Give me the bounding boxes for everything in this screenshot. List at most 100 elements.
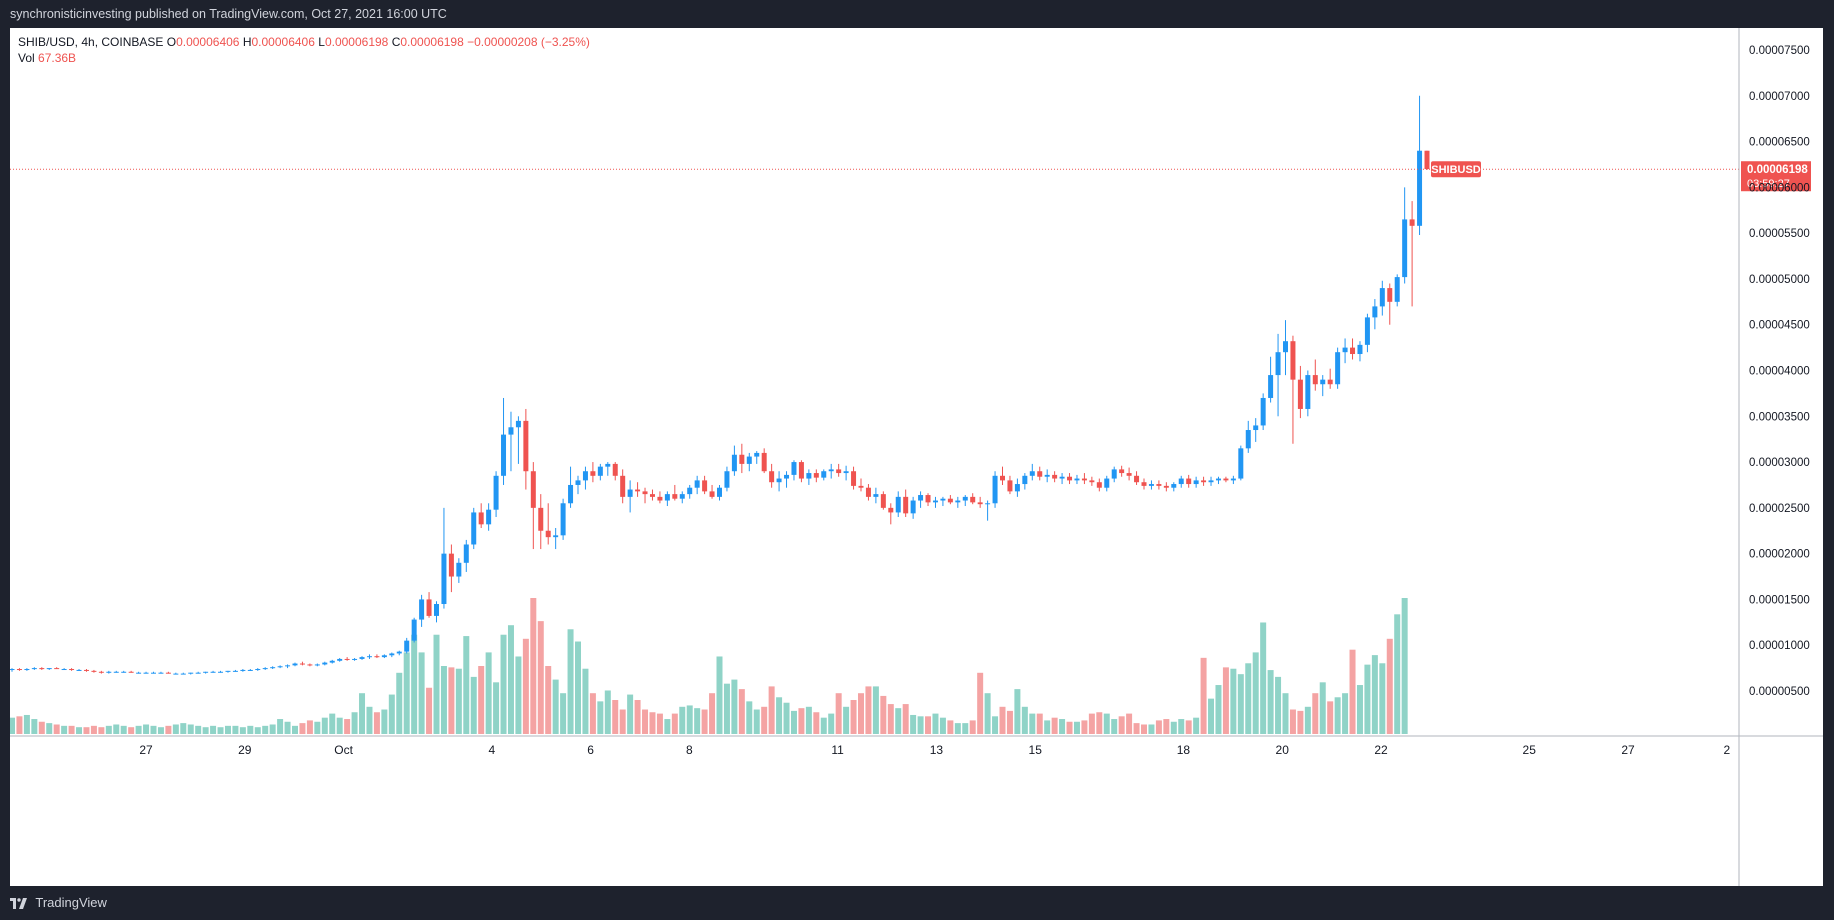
candle-body [1163, 485, 1169, 488]
candle-body [173, 673, 179, 675]
y-tick-label: 0.00002500 [1749, 503, 1810, 515]
candle-body [247, 669, 253, 671]
volume-bar [1208, 698, 1215, 734]
candle-body [463, 544, 469, 563]
volume-bar [1260, 622, 1267, 734]
volume-label: Vol [18, 51, 35, 65]
candle-body [396, 651, 402, 654]
candle-body [501, 434, 507, 476]
y-tick-label: 0.00006000 [1749, 182, 1810, 194]
candle-body [1327, 379, 1333, 385]
symbol-tag-label: SHIBUSD [1431, 164, 1481, 176]
last-price-axis-tag: 0.00006198 03:59:27 [1741, 161, 1811, 192]
candle-body [493, 475, 499, 510]
volume-bar [76, 727, 83, 734]
candle-body [255, 669, 261, 671]
volume-bar [969, 720, 976, 734]
high-value: 0.00006406 [251, 35, 315, 49]
candle-body [262, 668, 268, 670]
volume-bar [10, 717, 15, 734]
y-tick-label: 0.00004500 [1749, 320, 1810, 332]
volume-bar [411, 634, 418, 734]
x-tick-label: 2 [1723, 743, 1730, 757]
candle-body [1260, 397, 1266, 426]
x-tick-label: 27 [1621, 743, 1635, 757]
candle-body [1312, 375, 1318, 385]
volume-bar [292, 725, 298, 734]
volume-bar [1289, 709, 1296, 734]
candle-body [1186, 478, 1192, 485]
volume-bar [1386, 638, 1393, 734]
volume-bar [254, 727, 261, 734]
candle-body [1134, 475, 1140, 483]
price-chart[interactable]: SHIBUSD 0.00006198 03:59:27 0.00000500 0.00… [10, 28, 1823, 886]
volume-bar [440, 666, 447, 734]
volume-bar [843, 706, 850, 734]
candle-body [806, 473, 812, 479]
candle-body [672, 494, 678, 499]
candle-body [620, 475, 626, 497]
volume-bar [83, 727, 90, 734]
volume-bar [1126, 713, 1133, 734]
publisher-text: synchronisticinvesting published on Trad… [10, 7, 447, 21]
volume-bar [776, 697, 783, 734]
chart-frame[interactable]: SHIBUSD 0.00006198 03:59:27 0.00000500 0.00… [10, 28, 1823, 886]
candle-body [61, 669, 67, 671]
volume-bar [738, 689, 745, 734]
volume-bar [999, 706, 1006, 734]
volume-bar [872, 686, 879, 734]
candle-body [530, 471, 536, 508]
volume-bar [1051, 717, 1058, 734]
candle-body [434, 604, 439, 616]
volume-bar [939, 717, 946, 734]
candle-body [1335, 352, 1341, 385]
volume-bar [1349, 649, 1356, 734]
volume-bar [210, 725, 217, 734]
volume-bar [627, 694, 634, 734]
candle-body [702, 480, 708, 492]
volume-bar [150, 725, 157, 734]
candle-body [1067, 476, 1073, 481]
volume-value: 67.36B [38, 51, 77, 65]
volume-bar [180, 723, 187, 734]
volume-bar [694, 708, 701, 734]
y-tick-label: 0.00000500 [1749, 686, 1810, 698]
volume-bar [239, 727, 246, 734]
candle-body [1350, 347, 1356, 355]
candle-body [10, 669, 15, 671]
volume-bar [1356, 685, 1363, 734]
volume-bar [895, 708, 902, 734]
volume-bar [746, 701, 753, 734]
volume-bar [143, 724, 150, 734]
candle-body [679, 494, 685, 499]
volume-bar [731, 679, 738, 734]
last-price-value: 0.00006198 [1747, 164, 1808, 176]
volume-bar [1215, 685, 1222, 734]
x-tick-label: 18 [1177, 743, 1191, 757]
candle-body [597, 466, 603, 476]
volume-bar [426, 687, 433, 734]
candle-body [151, 672, 156, 674]
candle-body [791, 462, 797, 475]
volume-bar [128, 727, 135, 734]
high-label: H [242, 35, 252, 49]
candle-body [612, 463, 618, 476]
volume-bar [23, 714, 30, 734]
candle-body [359, 657, 365, 659]
volume-bar [157, 727, 164, 734]
candle-body [888, 507, 894, 513]
volume-bar [224, 725, 231, 734]
volume-bar [612, 700, 619, 734]
candle-body [322, 662, 328, 665]
volume-bar [269, 724, 276, 734]
candle-body [1096, 482, 1102, 488]
candle-body [1275, 352, 1281, 376]
candle-body [992, 475, 998, 504]
volume-bar [113, 724, 120, 734]
volume-bar [1379, 663, 1386, 734]
volume-bar [1059, 719, 1066, 734]
candle-body [851, 471, 857, 486]
volume-bar [284, 721, 291, 734]
volume-bar [790, 710, 797, 734]
y-tick-label: 0.00005000 [1749, 274, 1810, 286]
